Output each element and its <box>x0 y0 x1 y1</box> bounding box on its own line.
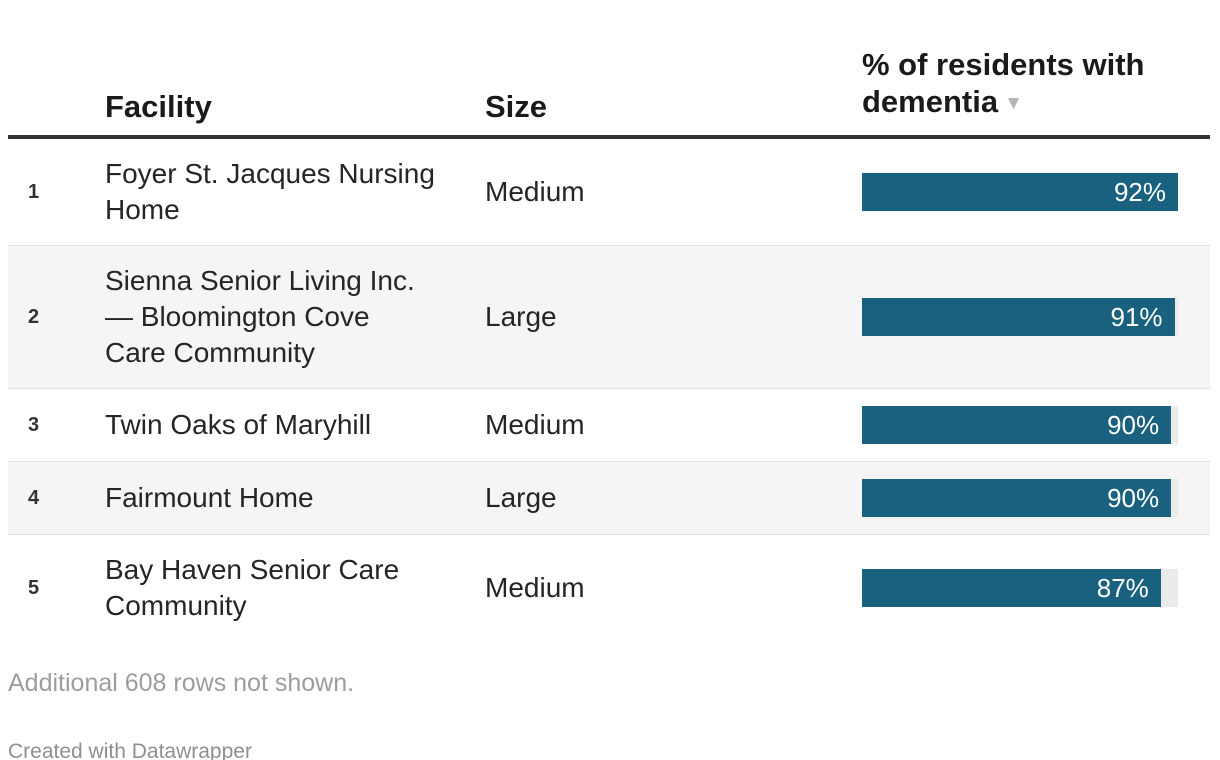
facility-name: Foyer St. Jacques Nursing Home <box>105 158 435 225</box>
facility-size: Large <box>485 301 557 332</box>
dementia-bar: 92% <box>862 173 1178 211</box>
bar-value-label: 92% <box>1113 177 1166 207</box>
facility-size: Medium <box>485 572 585 603</box>
facility-size: Medium <box>485 409 585 440</box>
bar-cell: 92% <box>862 173 1210 211</box>
row-rank: 5 <box>28 577 40 599</box>
rows-not-shown-note: Additional 608 rows not shown. <box>8 669 355 697</box>
bar-cell: 87% <box>862 569 1210 607</box>
table-row: 1 Foyer St. Jacques Nursing Home Medium … <box>8 139 1210 245</box>
sort-descending-icon[interactable]: ▼ <box>1004 93 1023 114</box>
facility-name: Sienna Senior Living Inc. — Bloomington … <box>105 265 415 368</box>
facility-name: Bay Haven Senior Care Community <box>105 554 400 621</box>
bar-value-label: 90% <box>1107 410 1160 440</box>
bar-value-label: 87% <box>1096 573 1149 603</box>
table-row: 5 Bay Haven Senior Care Community Medium… <box>8 534 1210 641</box>
bar-track: 90% <box>862 406 1178 444</box>
dementia-bar: 90% <box>862 406 1172 444</box>
dementia-bar: 90% <box>862 479 1172 517</box>
bar-value-label: 91% <box>1110 302 1163 332</box>
column-header-facility[interactable]: Facility <box>105 89 212 124</box>
bar-track: 90% <box>862 479 1178 517</box>
bar-cell: 90% <box>862 479 1210 517</box>
column-header-size[interactable]: Size <box>485 89 548 124</box>
row-rank: 2 <box>28 306 40 328</box>
facility-size: Medium <box>485 176 585 207</box>
bar-cell: 91% <box>862 298 1210 336</box>
facility-size: Large <box>485 482 557 513</box>
table-row: 3 Twin Oaks of Maryhill Medium 90% <box>8 388 1210 461</box>
bar-cell: 90% <box>862 406 1210 444</box>
column-header-pct-dementia-label: % of residents with dementia <box>862 47 1145 119</box>
datawrapper-attribution[interactable]: Created with Datawrapper <box>8 740 252 760</box>
row-rank: 1 <box>28 181 40 203</box>
facility-name: Fairmount Home <box>105 482 314 513</box>
dementia-bar: 87% <box>862 569 1161 607</box>
table-row: 2 Sienna Senior Living Inc. — Bloomingto… <box>8 245 1210 388</box>
table-header-row: Facility Size % of residents with dement… <box>8 0 1210 139</box>
bar-track: 87% <box>862 569 1178 607</box>
row-rank: 4 <box>28 487 40 509</box>
column-header-pct-dementia[interactable]: % of residents with dementia ▼ <box>862 46 1192 125</box>
facility-name: Twin Oaks of Maryhill <box>105 409 372 440</box>
bar-track: 91% <box>862 298 1178 336</box>
table-body: 1 Foyer St. Jacques Nursing Home Medium … <box>0 139 1220 641</box>
bar-value-label: 90% <box>1107 483 1160 513</box>
table-row: 4 Fairmount Home Large 90% <box>8 461 1210 534</box>
row-rank: 3 <box>28 414 40 436</box>
dementia-bar: 91% <box>862 298 1175 336</box>
bar-track: 92% <box>862 173 1178 211</box>
